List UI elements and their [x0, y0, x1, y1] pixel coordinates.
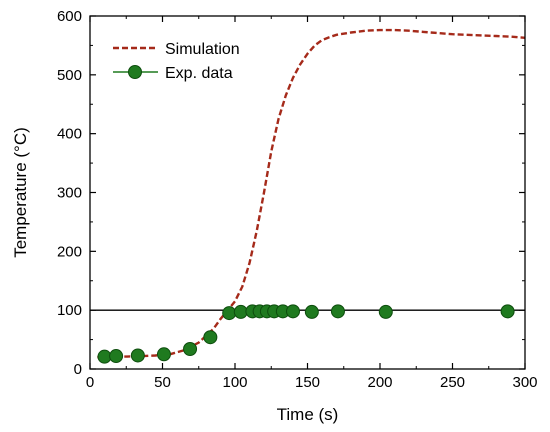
data-point-exp [233, 304, 248, 319]
x-tick-label: 300 [512, 374, 537, 391]
y-tick-label: 600 [57, 8, 82, 25]
x-tick-label: 0 [86, 374, 94, 391]
y-tick-label: 500 [57, 67, 82, 84]
data-point-exp [330, 304, 345, 319]
y-tick-label: 300 [57, 185, 82, 202]
ticks: 0 50 100 150 200 250 300 0 100 200 300 400 500 600 [57, 8, 538, 391]
y-tick-label: 100 [57, 302, 82, 319]
data-point-exp [304, 304, 319, 319]
data-point-exp [222, 306, 237, 321]
series-layer [97, 28, 526, 364]
x-tick-label: 200 [367, 374, 392, 391]
data-point-exp [203, 330, 218, 345]
x-axis-label: Time (s) [277, 405, 339, 424]
data-point-exp [97, 349, 112, 364]
data-point-exp [286, 304, 300, 319]
data-point-exp [130, 348, 145, 363]
legend-label-exp-data: Exp. data [165, 65, 233, 82]
data-point-exp [500, 304, 515, 319]
x-tick-label: 100 [222, 374, 247, 391]
data-point-exp [183, 341, 198, 356]
legend: Simulation Exp. data [113, 41, 240, 82]
x-tick-label: 150 [295, 374, 320, 391]
x-tick-label: 50 [154, 374, 171, 391]
y-tick-label: 400 [57, 126, 82, 143]
y-tick-label: 200 [57, 243, 82, 260]
data-point-exp [109, 349, 124, 364]
legend-swatch-exp-data [128, 65, 142, 79]
x-tick-label: 250 [440, 374, 465, 391]
y-tick-label: 0 [74, 361, 82, 378]
legend-label-simulation: Simulation [165, 41, 240, 58]
y-axis-label: Temperature (°C) [11, 127, 30, 258]
data-point-exp [378, 304, 393, 319]
data-point-exp [156, 347, 171, 362]
